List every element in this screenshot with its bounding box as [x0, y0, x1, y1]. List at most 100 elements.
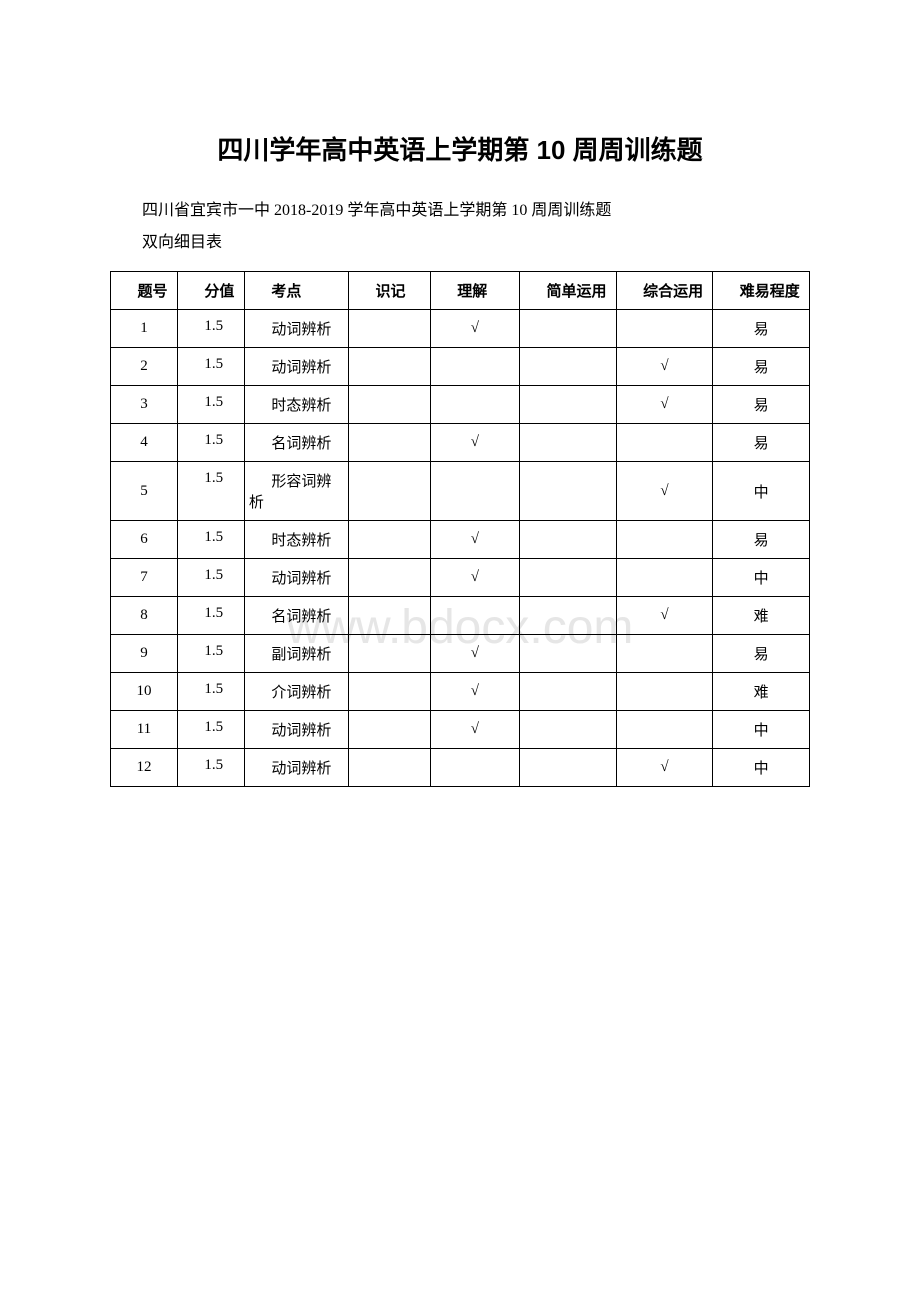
cell-check [348, 559, 430, 597]
cell-difficulty: 中 [713, 749, 810, 787]
cell-num: 7 [111, 559, 178, 597]
cell-check [519, 749, 616, 787]
cell-topic: 动词辨析 [244, 711, 348, 749]
table-row: 111.5动词辨析 √ 中 [111, 711, 810, 749]
cell-check [519, 673, 616, 711]
cell-check: √ [430, 673, 519, 711]
table-row: 21.5动词辨析 √易 [111, 348, 810, 386]
col-header: 简单运用 [519, 272, 616, 310]
cell-check [348, 711, 430, 749]
cell-difficulty: 易 [713, 424, 810, 462]
cell-check: √ [430, 711, 519, 749]
cell-topic: 形容词辨析 [244, 462, 348, 521]
cell-check [430, 386, 519, 424]
col-header: 考点 [244, 272, 348, 310]
cell-check [616, 673, 713, 711]
cell-num: 11 [111, 711, 178, 749]
cell-check [616, 635, 713, 673]
cell-check [519, 559, 616, 597]
table-header-row: 题号 分值 考点 识记 理解 简单运用 综合运用 难易程度 [111, 272, 810, 310]
table-row: 101.5介词辨析 √ 难 [111, 673, 810, 711]
cell-check: √ [616, 462, 713, 521]
cell-num: 9 [111, 635, 178, 673]
cell-score: 1.5 [177, 597, 244, 635]
cell-num: 4 [111, 424, 178, 462]
cell-check [616, 310, 713, 348]
cell-topic: 时态辨析 [244, 386, 348, 424]
cell-num: 5 [111, 462, 178, 521]
cell-score: 1.5 [177, 749, 244, 787]
cell-check: √ [430, 559, 519, 597]
cell-num: 10 [111, 673, 178, 711]
cell-score: 1.5 [177, 521, 244, 559]
cell-difficulty: 中 [713, 559, 810, 597]
cell-difficulty: 难 [713, 597, 810, 635]
col-header: 综合运用 [616, 272, 713, 310]
cell-num: 1 [111, 310, 178, 348]
table-row: 31.5时态辨析√易 [111, 386, 810, 424]
cell-num: 8 [111, 597, 178, 635]
page-title: 四川学年高中英语上学期第 10 周周训练题 [110, 130, 810, 167]
cell-check [430, 348, 519, 386]
table-row: 51.5形容词辨析√中 [111, 462, 810, 521]
cell-score: 1.5 [177, 559, 244, 597]
cell-topic: 时态辨析 [244, 521, 348, 559]
cell-check [616, 521, 713, 559]
cell-check [519, 462, 616, 521]
cell-check [430, 749, 519, 787]
col-header: 分值 [177, 272, 244, 310]
cell-score: 1.5 [177, 711, 244, 749]
cell-score: 1.5 [177, 424, 244, 462]
cell-score: 1.5 [177, 386, 244, 424]
table-caption: 双向细目表 [110, 227, 810, 259]
cell-difficulty: 易 [713, 386, 810, 424]
cell-topic: 介词辨析 [244, 673, 348, 711]
table-row: 41.5名词辨析 √ 易 [111, 424, 810, 462]
cell-check: √ [430, 521, 519, 559]
cell-score: 1.5 [177, 348, 244, 386]
cell-score: 1.5 [177, 673, 244, 711]
cell-check: √ [430, 635, 519, 673]
cell-num: 12 [111, 749, 178, 787]
cell-score: 1.5 [177, 635, 244, 673]
cell-difficulty: 易 [713, 635, 810, 673]
cell-check [348, 749, 430, 787]
cell-check [519, 310, 616, 348]
cell-check [348, 348, 430, 386]
cell-check [348, 462, 430, 521]
cell-check [519, 711, 616, 749]
cell-check [348, 386, 430, 424]
cell-check [616, 424, 713, 462]
cell-check [519, 521, 616, 559]
cell-difficulty: 难 [713, 673, 810, 711]
cell-difficulty: 中 [713, 711, 810, 749]
cell-num: 2 [111, 348, 178, 386]
col-header: 题号 [111, 272, 178, 310]
cell-check: √ [430, 424, 519, 462]
subtitle-text: 四川省宜宾市一中 2018-2019 学年高中英语上学期第 10 周周训练题 [110, 195, 810, 227]
cell-topic: 名词辨析 [244, 597, 348, 635]
cell-check [348, 310, 430, 348]
col-header: 难易程度 [713, 272, 810, 310]
cell-check: √ [616, 348, 713, 386]
cell-num: 6 [111, 521, 178, 559]
cell-check [519, 635, 616, 673]
cell-check [519, 348, 616, 386]
cell-num: 3 [111, 386, 178, 424]
cell-topic: 动词辨析 [244, 348, 348, 386]
cell-check [348, 597, 430, 635]
cell-check [616, 711, 713, 749]
cell-check [430, 462, 519, 521]
cell-topic: 副词辨析 [244, 635, 348, 673]
table-row: 71.5动词辨析√中 [111, 559, 810, 597]
table-row: 121.5动词辨析√中 [111, 749, 810, 787]
cell-check [348, 424, 430, 462]
spec-table: 题号 分值 考点 识记 理解 简单运用 综合运用 难易程度 11.5动词辨析√易… [110, 271, 810, 787]
cell-check [348, 635, 430, 673]
cell-topic: 名词辨析 [244, 424, 348, 462]
cell-difficulty: 易 [713, 348, 810, 386]
cell-check: √ [616, 749, 713, 787]
cell-check: √ [430, 310, 519, 348]
cell-score: 1.5 [177, 310, 244, 348]
table-row: 91.5副词辨析 √ 易 [111, 635, 810, 673]
